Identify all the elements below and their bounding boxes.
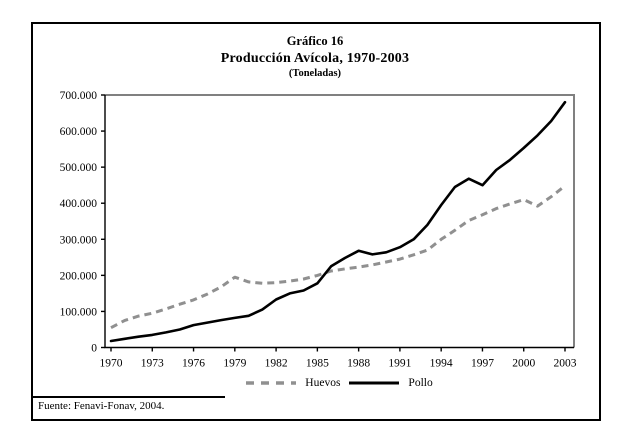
chart-legend: Huevos Pollo — [105, 374, 575, 392]
figure-title: Producción Avícola, 1970-2003 — [220, 50, 410, 66]
x-axis-tick-label: 1976 — [182, 358, 205, 370]
legend-label-pollo: Pollo — [408, 377, 433, 389]
axis-lines — [104, 95, 574, 349]
x-axis-tick-label: 2003 — [554, 358, 577, 370]
source-divider — [33, 396, 225, 398]
y-axis-tick-label: 100.000 — [60, 306, 98, 318]
x-axis-tick-label: 1994 — [430, 358, 453, 370]
title-block: Gráfico 16 Producción Avícola, 1970-2003… — [0, 34, 630, 80]
figure-units: (Toneladas) — [288, 68, 342, 80]
legend-swatch-huevos — [245, 378, 297, 388]
x-axis-tick-label: 1997 — [471, 358, 494, 370]
x-axis-tick-label: 1982 — [265, 358, 288, 370]
source-note: Fuente: Fenavi-Fonav, 2004. — [38, 400, 165, 412]
x-axis-tick-label: 1979 — [223, 358, 246, 370]
figure-number: Gráfico 16 — [286, 34, 344, 48]
y-axis-tick-label: 700.000 — [60, 90, 98, 102]
y-axis-tick-label: 0 — [91, 343, 97, 355]
x-axis-tick-label: 1973 — [141, 358, 164, 370]
series-line-pollo — [109, 100, 567, 343]
y-axis-tick-label: 200.000 — [60, 270, 98, 282]
legend-label-huevos: Huevos — [305, 377, 341, 389]
y-axis-tick-label: 500.000 — [60, 162, 98, 174]
x-axis-tick-label: 1985 — [306, 358, 329, 370]
plot-frame — [105, 94, 575, 348]
y-axis-tick-label: 300.000 — [60, 234, 98, 246]
x-axis-tick-label: 2000 — [512, 358, 535, 370]
legend-swatch-pollo — [348, 378, 400, 388]
x-axis-tick-label: 1991 — [388, 358, 411, 370]
y-axis-tick-label: 400.000 — [60, 198, 98, 210]
y-axis-tick-label: 600.000 — [60, 126, 98, 138]
x-axis-tick-label: 1988 — [347, 358, 370, 370]
x-axis-tick-label: 1970 — [100, 358, 123, 370]
figure-border — [31, 22, 601, 421]
series-line-huevos — [110, 184, 566, 330]
